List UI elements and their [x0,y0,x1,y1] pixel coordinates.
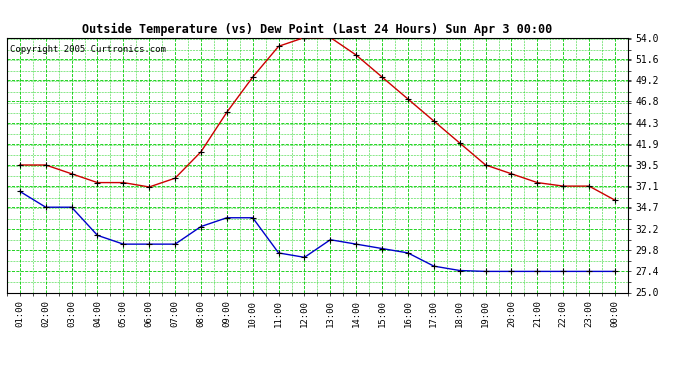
Text: Copyright 2005 Curtronics.com: Copyright 2005 Curtronics.com [10,45,166,54]
Title: Outside Temperature (vs) Dew Point (Last 24 Hours) Sun Apr 3 00:00: Outside Temperature (vs) Dew Point (Last… [82,23,553,36]
